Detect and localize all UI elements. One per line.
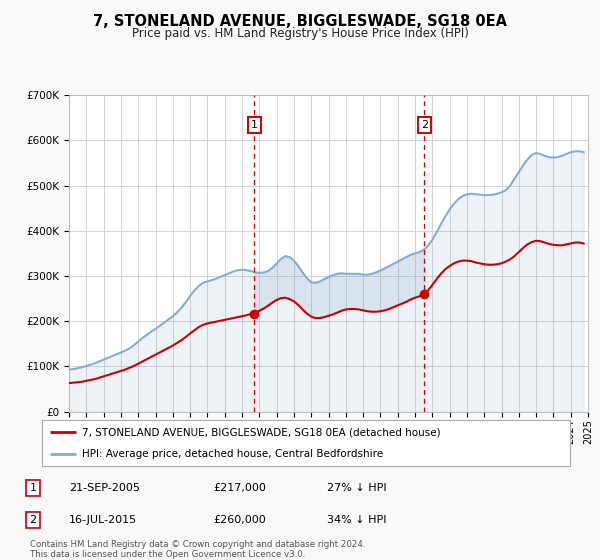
Text: £260,000: £260,000 bbox=[213, 515, 266, 525]
Text: 27% ↓ HPI: 27% ↓ HPI bbox=[327, 483, 386, 493]
Text: 16-JUL-2015: 16-JUL-2015 bbox=[69, 515, 137, 525]
Text: 7, STONELAND AVENUE, BIGGLESWADE, SG18 0EA (detached house): 7, STONELAND AVENUE, BIGGLESWADE, SG18 0… bbox=[82, 427, 440, 437]
Text: 2: 2 bbox=[421, 120, 428, 130]
Text: £217,000: £217,000 bbox=[213, 483, 266, 493]
Text: This data is licensed under the Open Government Licence v3.0.: This data is licensed under the Open Gov… bbox=[30, 550, 305, 559]
Text: Contains HM Land Registry data © Crown copyright and database right 2024.: Contains HM Land Registry data © Crown c… bbox=[30, 540, 365, 549]
Text: 1: 1 bbox=[251, 120, 258, 130]
Text: 7, STONELAND AVENUE, BIGGLESWADE, SG18 0EA: 7, STONELAND AVENUE, BIGGLESWADE, SG18 0… bbox=[93, 14, 507, 29]
Text: HPI: Average price, detached house, Central Bedfordshire: HPI: Average price, detached house, Cent… bbox=[82, 449, 383, 459]
Text: 34% ↓ HPI: 34% ↓ HPI bbox=[327, 515, 386, 525]
Text: 21-SEP-2005: 21-SEP-2005 bbox=[69, 483, 140, 493]
Text: 1: 1 bbox=[29, 483, 37, 493]
Text: Price paid vs. HM Land Registry's House Price Index (HPI): Price paid vs. HM Land Registry's House … bbox=[131, 27, 469, 40]
Text: 2: 2 bbox=[29, 515, 37, 525]
